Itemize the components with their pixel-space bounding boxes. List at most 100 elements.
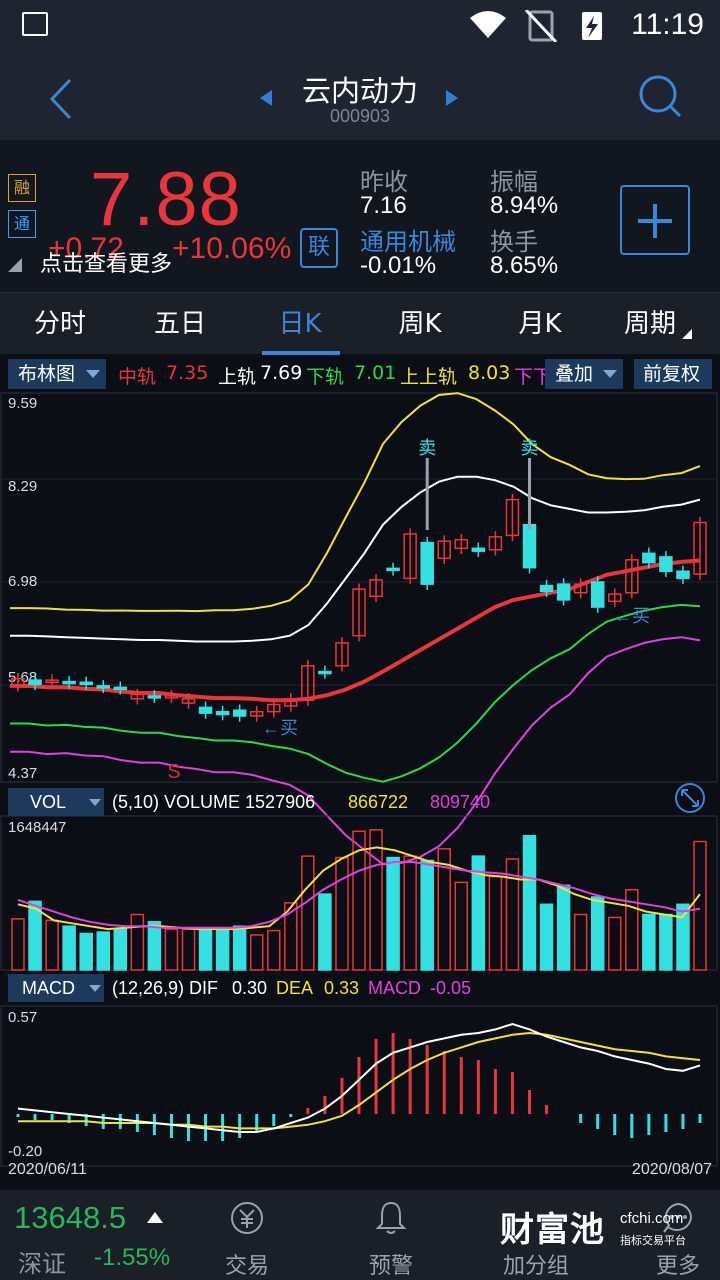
nav-add-group-label: 加分组 [502,1254,569,1279]
upper-upper-band-label: 上上轨 [400,366,458,388]
nav-add-group[interactable]: 加分组 [486,1190,586,1280]
nav-more-label: 更多 [655,1254,700,1279]
volume-bar [642,913,656,971]
linked-button[interactable]: 联 [300,228,338,268]
tab-period[interactable]: 周期 [623,309,676,339]
index-name: 深证 [18,1250,66,1278]
tab-daily-k[interactable]: 日K [278,309,322,339]
prev-close-label: 昨收 [360,168,408,196]
macd-dif-line [17,1022,701,1133]
last-price: 7.88 [90,157,242,242]
next-stock-arrow-icon[interactable] [446,90,458,106]
overlay-dropdown[interactable]: 叠加 [545,359,623,389]
candle [267,703,281,713]
nav-alert[interactable]: 预警 [341,1190,441,1280]
macd-dropdown-label: MACD [22,978,75,998]
amplitude-value: 8.94% [490,192,559,219]
bottom-bar: 13648.5 深证 -1.55% 交易 预警 加分组 更多 财富池 cfchi… [0,1190,720,1280]
add-watchlist-button[interactable] [620,185,690,255]
tab-five-day[interactable]: 五日 [153,309,206,339]
candle [318,670,332,675]
volume-bar [249,934,264,971]
volume-bar [437,848,451,971]
volume-bar [215,928,230,971]
tab-intraday[interactable]: 分时 [33,309,86,339]
candle [352,588,366,637]
candle [642,552,656,564]
price-panel-frame [0,392,718,783]
period-tabs: 分时 五日 日K 周K 月K 周期 [0,292,720,355]
prev-stock-arrow-icon[interactable] [260,90,272,106]
candle [386,567,400,572]
sector-link[interactable]: 通用机械 [360,228,456,256]
candle [590,581,605,608]
indicator-dropdown[interactable]: 布林图 [8,359,106,389]
candle [232,709,247,717]
vol-axis-max: 1648447 [8,819,66,836]
expand-icon [675,783,705,813]
volume-bar [45,919,59,971]
macd-params-text: (12,26,9) DIF [112,978,218,998]
candle [454,538,469,550]
back-arrow-icon[interactable] [42,76,82,122]
candle [625,559,639,594]
volume-bar [147,921,162,971]
candle [608,593,622,603]
chevron-down-icon [603,370,617,378]
volume-bar [488,875,503,971]
volume-bar [471,855,486,971]
overlay-dropdown-label: 叠加 [555,363,594,385]
volume-bar [676,903,690,971]
watermark-brand: 财富池 [500,1210,605,1250]
buy-signal-label: ←买 [614,606,650,626]
candle [301,665,315,701]
candle [28,679,42,686]
mid-band-line [10,558,701,703]
expand-arrows [681,789,699,807]
nav-trade[interactable]: 交易 [197,1190,297,1280]
vol-dropdown-label: VOL [30,792,66,812]
tab-weekly-k[interactable]: 周K [398,309,442,339]
index-value[interactable]: 13648.5 [14,1200,127,1235]
volume-bar [522,834,537,971]
candle [164,695,179,699]
price-axis-label: 9.59 [8,395,37,412]
volume-bar [318,893,332,971]
search-icon[interactable] [636,72,684,120]
watermark-logo: 财富池 cfchi.com 指标交易平台 [500,1202,705,1258]
bell-icon [375,1201,407,1234]
candle [79,681,93,686]
candle [573,583,588,594]
app-header: 云内动力 000903 [0,52,720,140]
mid-band-value: 7.35 [166,362,209,384]
volume-bar [79,932,93,971]
candle [198,706,213,714]
wifi-icon [470,11,506,38]
start-signal-label: S [167,761,180,783]
candle [335,642,349,667]
candle [403,533,417,580]
volume-bar [369,829,383,971]
volume-bar [352,830,366,971]
candle [420,541,434,585]
macd-dea-label: DEA [276,978,313,998]
adjust-button[interactable]: 前复权 [634,359,712,389]
more-info-link[interactable]: 点击查看更多 [40,252,173,277]
index-up-arrow-icon [147,1212,163,1223]
upper-band-line [10,475,701,643]
upper-band-value: 7.69 [260,362,303,384]
volume-bar [181,928,196,971]
candle [45,679,59,684]
macd-dea-value: 0.33 [324,978,359,998]
candle [96,685,110,689]
lower-band-line [10,603,701,783]
tab-monthly-k[interactable]: 月K [518,309,562,339]
volume-bar [573,913,588,971]
macd-dif-value: 0.30 [232,978,267,998]
macd-dea-line [18,1031,701,1130]
nav-more[interactable]: 更多 [628,1190,720,1280]
start-date-label: 2020/06/11 [8,1161,87,1178]
connect-badge: 通 [8,210,36,238]
candle [693,521,707,575]
